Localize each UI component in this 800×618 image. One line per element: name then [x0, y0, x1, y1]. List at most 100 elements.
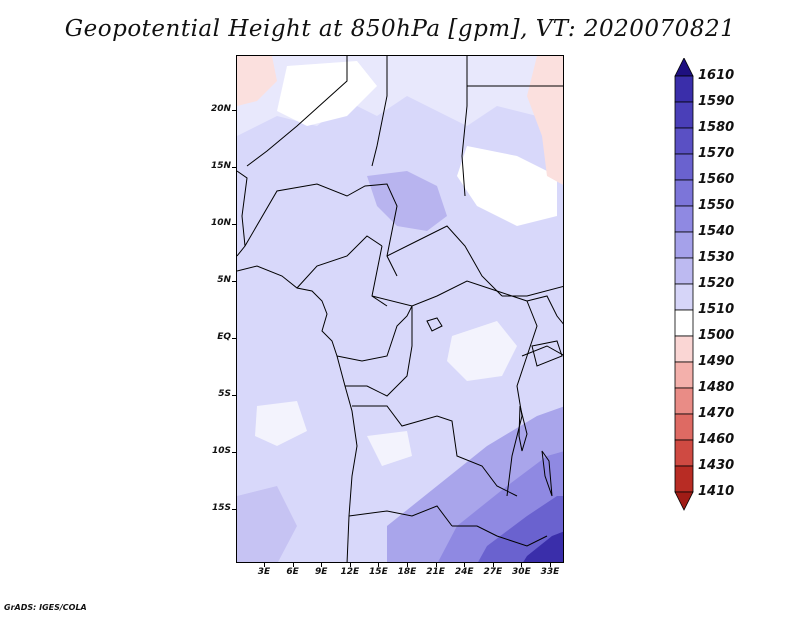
colorbar-level-label: 1530 [698, 250, 735, 265]
colorbar-level-label: 1540 [698, 224, 735, 239]
field-white-atlantic [255, 401, 307, 446]
colorbar-level-label: 1590 [698, 94, 735, 109]
lon-label: 6E [286, 567, 299, 577]
border-cameroon-car [371, 245, 388, 307]
lat-label: 15N [210, 161, 231, 171]
lon-tick [292, 563, 294, 567]
lon-label: 12E [340, 567, 360, 577]
colorbar [674, 58, 694, 511]
colorbar-level-label: 1480 [698, 380, 735, 395]
border-sudan-ssudan [502, 286, 563, 297]
lat-tick [232, 110, 236, 111]
lat-label: 20N [210, 104, 231, 114]
field-pink-ne [527, 56, 563, 185]
field-sahel-low [367, 171, 447, 231]
border-sahara-2 [371, 56, 388, 167]
border-gabon-congo [336, 305, 413, 362]
colorbar-swatch [674, 153, 694, 181]
lon-label: 21E [426, 567, 445, 577]
colorbar-swatch [674, 205, 694, 233]
colorbar-swatch [674, 465, 694, 493]
lon-tick [492, 563, 494, 567]
field-southwest [237, 486, 297, 562]
colorbar-swatch [674, 413, 694, 441]
colorbar-swatch [674, 231, 694, 259]
colorbar-swatch [674, 127, 694, 155]
border-angola-south [348, 505, 453, 527]
lon-label: 24E [454, 567, 474, 577]
colorbar-swatch [674, 439, 694, 467]
border-uganda [526, 295, 563, 325]
lon-tick [321, 563, 323, 567]
colorbar-level-label: 1470 [698, 406, 735, 421]
lat-tick [232, 395, 236, 396]
colorbar-level-label: 1500 [698, 328, 735, 343]
colorbar-level-label: 1410 [698, 484, 735, 499]
border-angola-drc [352, 405, 518, 497]
lat-tick [232, 452, 236, 453]
colorbar-level-label: 1520 [698, 276, 735, 291]
border-libya-sudan [461, 56, 468, 197]
field-white-angola [367, 431, 412, 466]
lake-victoria [531, 340, 563, 367]
lat-tick [232, 338, 236, 339]
lat-label: EQ [217, 332, 231, 342]
field-pink-nw [237, 56, 277, 106]
field-south-1580 [523, 531, 563, 562]
border-zambia-south [452, 525, 548, 547]
lon-tick [407, 563, 408, 567]
border-sahara-1 [246, 56, 348, 167]
lake-malawi [541, 450, 553, 497]
lat-tick [232, 224, 236, 225]
colorbar-swatch [674, 335, 694, 363]
field-white-nw [277, 61, 377, 126]
coast-west [237, 170, 248, 257]
colorbar-level-label: 1510 [698, 302, 735, 317]
border-car-north [386, 225, 503, 297]
colorbar-level-label: 1490 [698, 354, 735, 369]
lon-tick [435, 563, 437, 567]
colorbar-level-label: 1550 [698, 198, 735, 213]
colorbar-level-label: 1560 [698, 172, 735, 187]
lat-label: 5N [217, 275, 231, 285]
lat-label: 10N [210, 218, 231, 228]
footer-credit: GrADS: IGES/COLA [4, 603, 87, 612]
colorbar-swatch [674, 257, 694, 285]
lon-tick [550, 563, 551, 567]
lon-tick [464, 563, 466, 567]
coastlines-borders [237, 56, 563, 562]
colorbar-level-label: 1460 [698, 432, 735, 447]
border-congo-drc [345, 306, 413, 397]
colorbar-swatch [674, 361, 694, 389]
lat-label: 5S [218, 389, 231, 399]
lat-tick [232, 281, 236, 282]
map-plot-area [236, 55, 564, 563]
coast-atlantic [237, 265, 358, 562]
lon-tick [349, 563, 351, 567]
border-kenya [521, 345, 563, 357]
great-lakes [426, 317, 563, 497]
lake-tanganyika [518, 405, 528, 452]
colorbar-level-label: 1580 [698, 120, 735, 135]
colorbar-swatch [674, 101, 694, 129]
colorbar-bottom-arrow [674, 491, 694, 511]
chart-title: Geopotential Height at 850hPa [gpm], VT:… [64, 16, 736, 42]
lat-tick [232, 167, 236, 168]
lon-label: 18E [397, 567, 417, 577]
colorbar-swatch [674, 75, 694, 103]
lon-label: 30E [512, 567, 531, 577]
border-nigeria-chad [244, 183, 398, 277]
lat-label: 10S [211, 446, 231, 456]
colorbar-level-label: 1430 [698, 458, 735, 473]
border-drc-east [506, 300, 538, 497]
colorbar-swatch [674, 283, 694, 311]
field-white-ne [457, 146, 557, 226]
colorbar-swatch [674, 179, 694, 207]
colorbar-level-label: 1610 [698, 68, 735, 83]
lat-label: 15S [211, 503, 231, 513]
border-nigeria-cameroon [296, 235, 383, 289]
colorbar-swatch [674, 387, 694, 415]
lake-inland [426, 317, 443, 332]
colorbar-swatch [674, 309, 694, 337]
colorbar-top-arrow [674, 58, 694, 77]
